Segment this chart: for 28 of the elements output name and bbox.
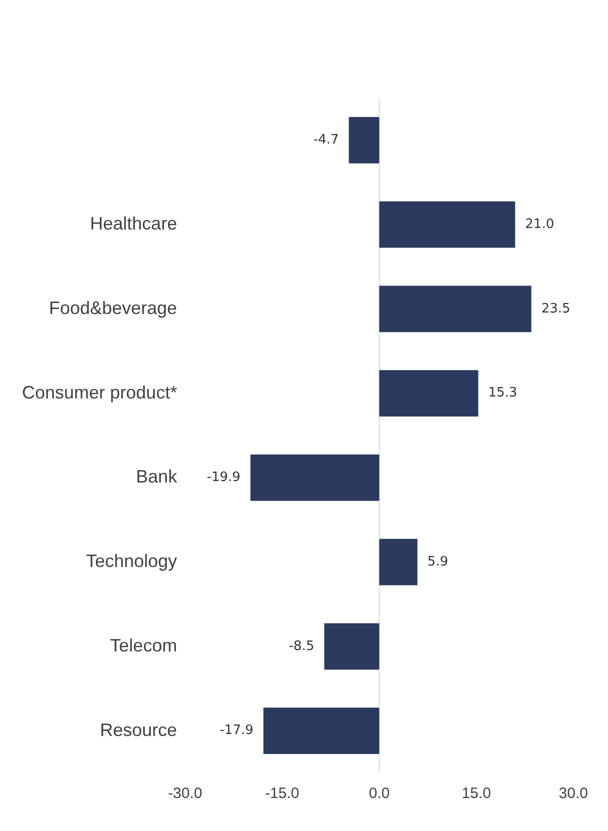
x-tick-label: -15.0 <box>265 785 300 802</box>
y-tick-label: Food&beverage <box>48 298 178 318</box>
x-tick-label: 15.0 <box>462 785 491 802</box>
bar <box>324 623 380 670</box>
x-tick-label: 0.0 <box>368 785 390 802</box>
bar <box>263 708 380 754</box>
bar <box>250 454 380 501</box>
data-label: 23.5 <box>541 301 570 316</box>
y-tick-label: Technology <box>86 551 178 572</box>
y-tick-label: Consumer product* <box>22 382 178 402</box>
data-label: 15.3 <box>488 386 518 401</box>
data-label: -4.7 <box>313 132 339 148</box>
bar <box>379 370 478 417</box>
bar <box>379 538 418 586</box>
data-label: -17.9 <box>220 723 254 738</box>
data-label: 21.0 <box>525 216 554 232</box>
y-tick-label: Bank <box>136 466 178 487</box>
bar <box>379 201 516 248</box>
data-label: -19.9 <box>206 470 240 486</box>
bar <box>348 116 380 164</box>
x-tick-label: 30.0 <box>558 785 588 802</box>
bar <box>379 286 532 332</box>
data-label: 5.9 <box>427 554 448 570</box>
data-label: -8.5 <box>288 638 314 654</box>
y-tick-label: Healthcare <box>90 214 178 234</box>
x-tick-label: -30.0 <box>168 785 202 802</box>
y-tick-label: Resource <box>100 720 178 740</box>
y-tick-label: Telecom <box>110 635 178 656</box>
